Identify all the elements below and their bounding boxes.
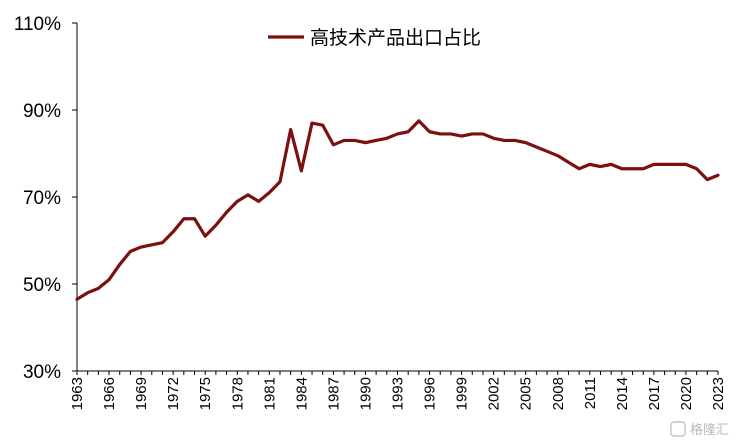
data-point [428,130,431,133]
x-tick-label: 1999 [454,377,471,410]
data-point [663,163,666,166]
data-point [706,178,709,181]
data-point [417,119,421,123]
data-point [545,150,549,153]
data-point [107,278,111,281]
x-tick-label: 2008 [550,377,567,410]
data-point [129,250,132,253]
data-point [364,141,367,144]
x-tick-label: 2023 [710,377,727,410]
data-point [139,245,143,249]
data-point [674,163,677,166]
data-point [396,132,399,136]
y-tick-labels: 110% 90% 70% 50% 30% [14,14,77,383]
data-point [439,132,442,136]
data-point [567,161,570,164]
data-point [353,139,356,142]
data-point [471,132,474,136]
x-tick-label: 1981 [261,377,278,410]
x-tick-label: 1975 [197,377,214,410]
x-tick-label: 2017 [646,377,663,410]
data-point [300,169,303,173]
data-point [503,139,506,142]
data-point [86,291,89,294]
data-point [193,217,196,220]
data-point [75,298,79,301]
data-point [620,167,624,170]
data-point [289,128,292,131]
data-point [642,167,645,170]
data-point [406,130,410,133]
data-point [449,132,453,136]
watermark: 格隆汇 [670,421,729,438]
y-tick-label: 30% [23,362,61,383]
data-point [524,141,527,144]
x-tick-label: 2005 [518,377,535,410]
x-tick-label: 1993 [390,377,407,410]
legend-label: 高技术产品出口占比 [310,27,481,49]
data-point [268,191,271,194]
y-tick-label: 90% [23,101,61,122]
data-point [236,200,239,203]
y-tick-label: 70% [23,188,61,209]
data-point [150,243,153,247]
data-point [161,241,164,244]
x-tick-label: 1996 [422,377,439,410]
data-point [460,134,463,138]
y-tick-label: 110% [14,14,61,35]
data-point [492,137,495,140]
x-tick-label: 1969 [133,377,150,410]
data-point [513,139,517,142]
data-point [97,287,100,290]
data-point [118,263,121,266]
data-point [716,174,720,177]
data-point [225,211,228,214]
data-point [599,165,602,168]
x-tick-label: 1984 [293,377,310,410]
y-tick-label: 50% [23,275,61,296]
series-line [75,119,720,301]
x-tick-label: 1963 [69,377,86,410]
series-group [75,119,720,301]
x-tick-label: 1972 [165,377,182,410]
data-point [342,139,346,142]
data-point [556,154,559,157]
data-point [321,124,324,127]
data-point [609,163,613,166]
data-point [652,163,656,166]
x-tick-label: 1987 [325,377,342,410]
x-tick-label: 2014 [614,377,631,410]
x-tick-label: 2011 [582,377,599,409]
watermark-text: 格隆汇 [690,422,729,438]
data-point [278,180,282,183]
data-point [332,143,335,146]
data-point [246,193,250,197]
legend: 高技术产品出口占比 [268,27,481,49]
x-tick-label: 2020 [678,377,695,410]
data-point [684,163,688,166]
data-point [385,137,389,140]
data-point [374,139,378,142]
x-tick-labels: 1963 1966 1969 1972 1975 1978 1981 1984 1987 1990… [69,371,727,410]
data-point [204,234,207,238]
data-point [535,145,538,149]
watermark-logo-icon [670,421,686,437]
x-tick-label: 1978 [229,377,246,410]
data-point [695,167,698,170]
x-tick-label: 1966 [101,377,118,410]
data-point [171,230,175,233]
x-tick-label: 1990 [357,377,374,410]
data-point [257,200,260,203]
data-point [310,121,314,125]
data-point [588,163,591,166]
data-point [631,167,634,170]
x-tick-label: 2002 [486,377,503,410]
data-point [577,167,581,170]
data-point [182,217,186,220]
data-point [214,224,218,227]
data-point [481,132,485,136]
